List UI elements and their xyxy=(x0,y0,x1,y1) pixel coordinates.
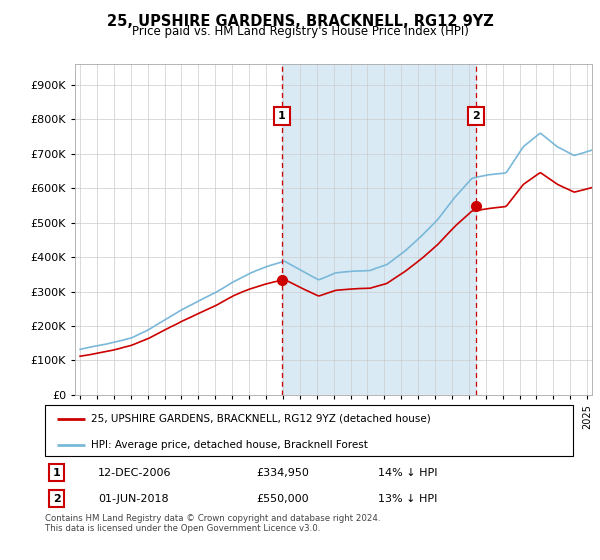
Text: 25, UPSHIRE GARDENS, BRACKNELL, RG12 9YZ (detached house): 25, UPSHIRE GARDENS, BRACKNELL, RG12 9YZ… xyxy=(91,414,431,424)
Bar xyxy=(282,64,476,395)
FancyBboxPatch shape xyxy=(45,405,573,456)
Text: 12-DEC-2006: 12-DEC-2006 xyxy=(98,468,172,478)
Text: £334,950: £334,950 xyxy=(256,468,309,478)
Text: 2: 2 xyxy=(472,111,480,121)
Text: £550,000: £550,000 xyxy=(256,494,309,504)
Text: 13% ↓ HPI: 13% ↓ HPI xyxy=(377,494,437,504)
Text: 25, UPSHIRE GARDENS, BRACKNELL, RG12 9YZ: 25, UPSHIRE GARDENS, BRACKNELL, RG12 9YZ xyxy=(107,14,493,29)
Text: 01-JUN-2018: 01-JUN-2018 xyxy=(98,494,169,504)
Text: 1: 1 xyxy=(53,468,61,478)
Text: HPI: Average price, detached house, Bracknell Forest: HPI: Average price, detached house, Brac… xyxy=(91,440,368,450)
Text: Contains HM Land Registry data © Crown copyright and database right 2024.
This d: Contains HM Land Registry data © Crown c… xyxy=(45,514,380,534)
Text: Price paid vs. HM Land Registry's House Price Index (HPI): Price paid vs. HM Land Registry's House … xyxy=(131,25,469,38)
Text: 2: 2 xyxy=(53,494,61,504)
Text: 1: 1 xyxy=(278,111,286,121)
Text: 14% ↓ HPI: 14% ↓ HPI xyxy=(377,468,437,478)
